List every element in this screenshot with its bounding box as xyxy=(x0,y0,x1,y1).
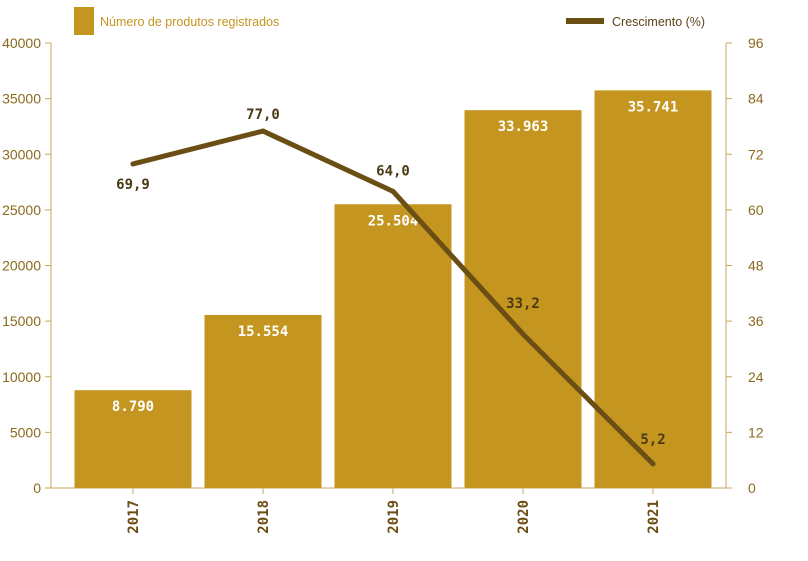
bar-value-label: 35.741 xyxy=(628,99,679,115)
bar xyxy=(464,110,582,489)
right-tick-label: 24 xyxy=(748,369,764,385)
growth-point xyxy=(260,128,266,134)
growth-value-label: 5,2 xyxy=(640,432,665,448)
right-tick-label: 84 xyxy=(748,91,764,107)
bars xyxy=(74,90,712,489)
right-tick-label: 12 xyxy=(748,424,764,440)
bar xyxy=(204,314,322,488)
growth-point xyxy=(520,331,526,337)
growth-point xyxy=(130,161,136,167)
left-tick-label: 0 xyxy=(33,480,41,496)
right-tick-label: 60 xyxy=(748,202,764,218)
x-tick-label: 2017 xyxy=(126,500,142,534)
bar xyxy=(74,390,192,488)
growth-value-label: 64,0 xyxy=(376,163,410,179)
left-tick-label: 30000 xyxy=(2,146,41,162)
bar xyxy=(334,204,452,488)
left-tick-label: 20000 xyxy=(2,258,41,274)
line-labels: 69,9 77,0 64,0 33,2 5,2 xyxy=(116,107,666,448)
bar xyxy=(594,90,712,488)
x-tick-label: 2020 xyxy=(516,500,532,534)
left-tick-label: 5000 xyxy=(10,424,41,440)
legend-line-label: Crescimento (%) xyxy=(612,15,705,29)
x-tick-label: 2019 xyxy=(386,500,402,534)
bar-value-label: 33.963 xyxy=(498,119,549,135)
left-tick-label: 15000 xyxy=(2,313,41,329)
bar-labels: 8.790 15.554 25.504 33.963 35.741 xyxy=(112,99,678,415)
x-ticks: 2017 2018 2019 2020 2021 xyxy=(126,488,662,534)
left-tick-label: 35000 xyxy=(2,91,41,107)
growth-value-label: 69,9 xyxy=(116,177,150,193)
bar-value-label: 25.504 xyxy=(368,213,419,229)
growth-point xyxy=(390,188,396,194)
bar-value-label: 15.554 xyxy=(238,324,289,340)
right-tick-label: 36 xyxy=(748,313,764,329)
growth-value-label: 77,0 xyxy=(246,107,280,123)
growth-point xyxy=(650,461,656,467)
growth-value-label: 33,2 xyxy=(506,296,540,312)
legend-bar-swatch xyxy=(74,7,94,35)
right-tick-label: 72 xyxy=(748,146,764,162)
line-layer xyxy=(130,128,656,467)
right-tick-label: 48 xyxy=(748,258,764,274)
axes: 0 5000 10000 15000 20000 25000 30000 35000 40000… xyxy=(2,35,764,496)
legend-bar-label: Número de produtos registrados xyxy=(100,15,279,29)
left-tick-label: 40000 xyxy=(2,35,41,51)
bar-value-label: 8.790 xyxy=(112,399,154,415)
x-tick-label: 2018 xyxy=(256,500,272,534)
right-tick-label: 96 xyxy=(748,35,764,51)
x-tick-label: 2021 xyxy=(646,500,662,534)
legend: Número de produtos registrados Crescimen… xyxy=(74,7,705,35)
left-tick-label: 25000 xyxy=(2,202,41,218)
right-tick-label: 0 xyxy=(748,480,756,496)
left-tick-label: 10000 xyxy=(2,369,41,385)
